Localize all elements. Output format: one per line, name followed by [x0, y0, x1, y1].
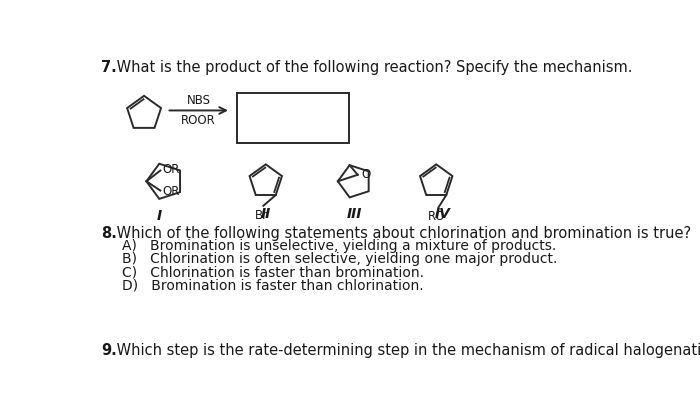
Text: II: II [260, 207, 271, 221]
Text: IV: IV [435, 207, 450, 221]
Text: D)   Bromination is faster than chlorination.: D) Bromination is faster than chlorinati… [122, 278, 424, 292]
Text: 8.: 8. [102, 226, 118, 241]
Text: 9.: 9. [102, 343, 117, 358]
Text: I: I [156, 209, 162, 223]
Text: Br: Br [256, 209, 268, 222]
Text: B)   Chlorination is often selective, yielding one major product.: B) Chlorination is often selective, yiel… [122, 252, 558, 266]
Text: RO: RO [428, 210, 446, 223]
Text: OR: OR [162, 185, 179, 198]
Text: What is the product of the following reaction? Specify the mechanism.: What is the product of the following rea… [112, 60, 633, 75]
Text: Which step is the rate-determining step in the mechanism of radical halogenation: Which step is the rate-determining step … [112, 343, 700, 358]
Text: OR: OR [162, 163, 179, 176]
Text: C)   Chlorination is faster than bromination.: C) Chlorination is faster than brominati… [122, 265, 424, 279]
Text: ROOR: ROOR [181, 113, 216, 126]
Text: A)   Bromination is unselective, yielding a mixture of products.: A) Bromination is unselective, yielding … [122, 239, 556, 253]
Text: III: III [347, 207, 363, 221]
Text: NBS: NBS [187, 94, 211, 107]
Bar [237, 93, 349, 143]
Text: Which of the following statements about chlorination and bromination is true?: Which of the following statements about … [112, 226, 692, 241]
Text: 7.: 7. [102, 60, 117, 75]
Text: O: O [361, 168, 371, 181]
